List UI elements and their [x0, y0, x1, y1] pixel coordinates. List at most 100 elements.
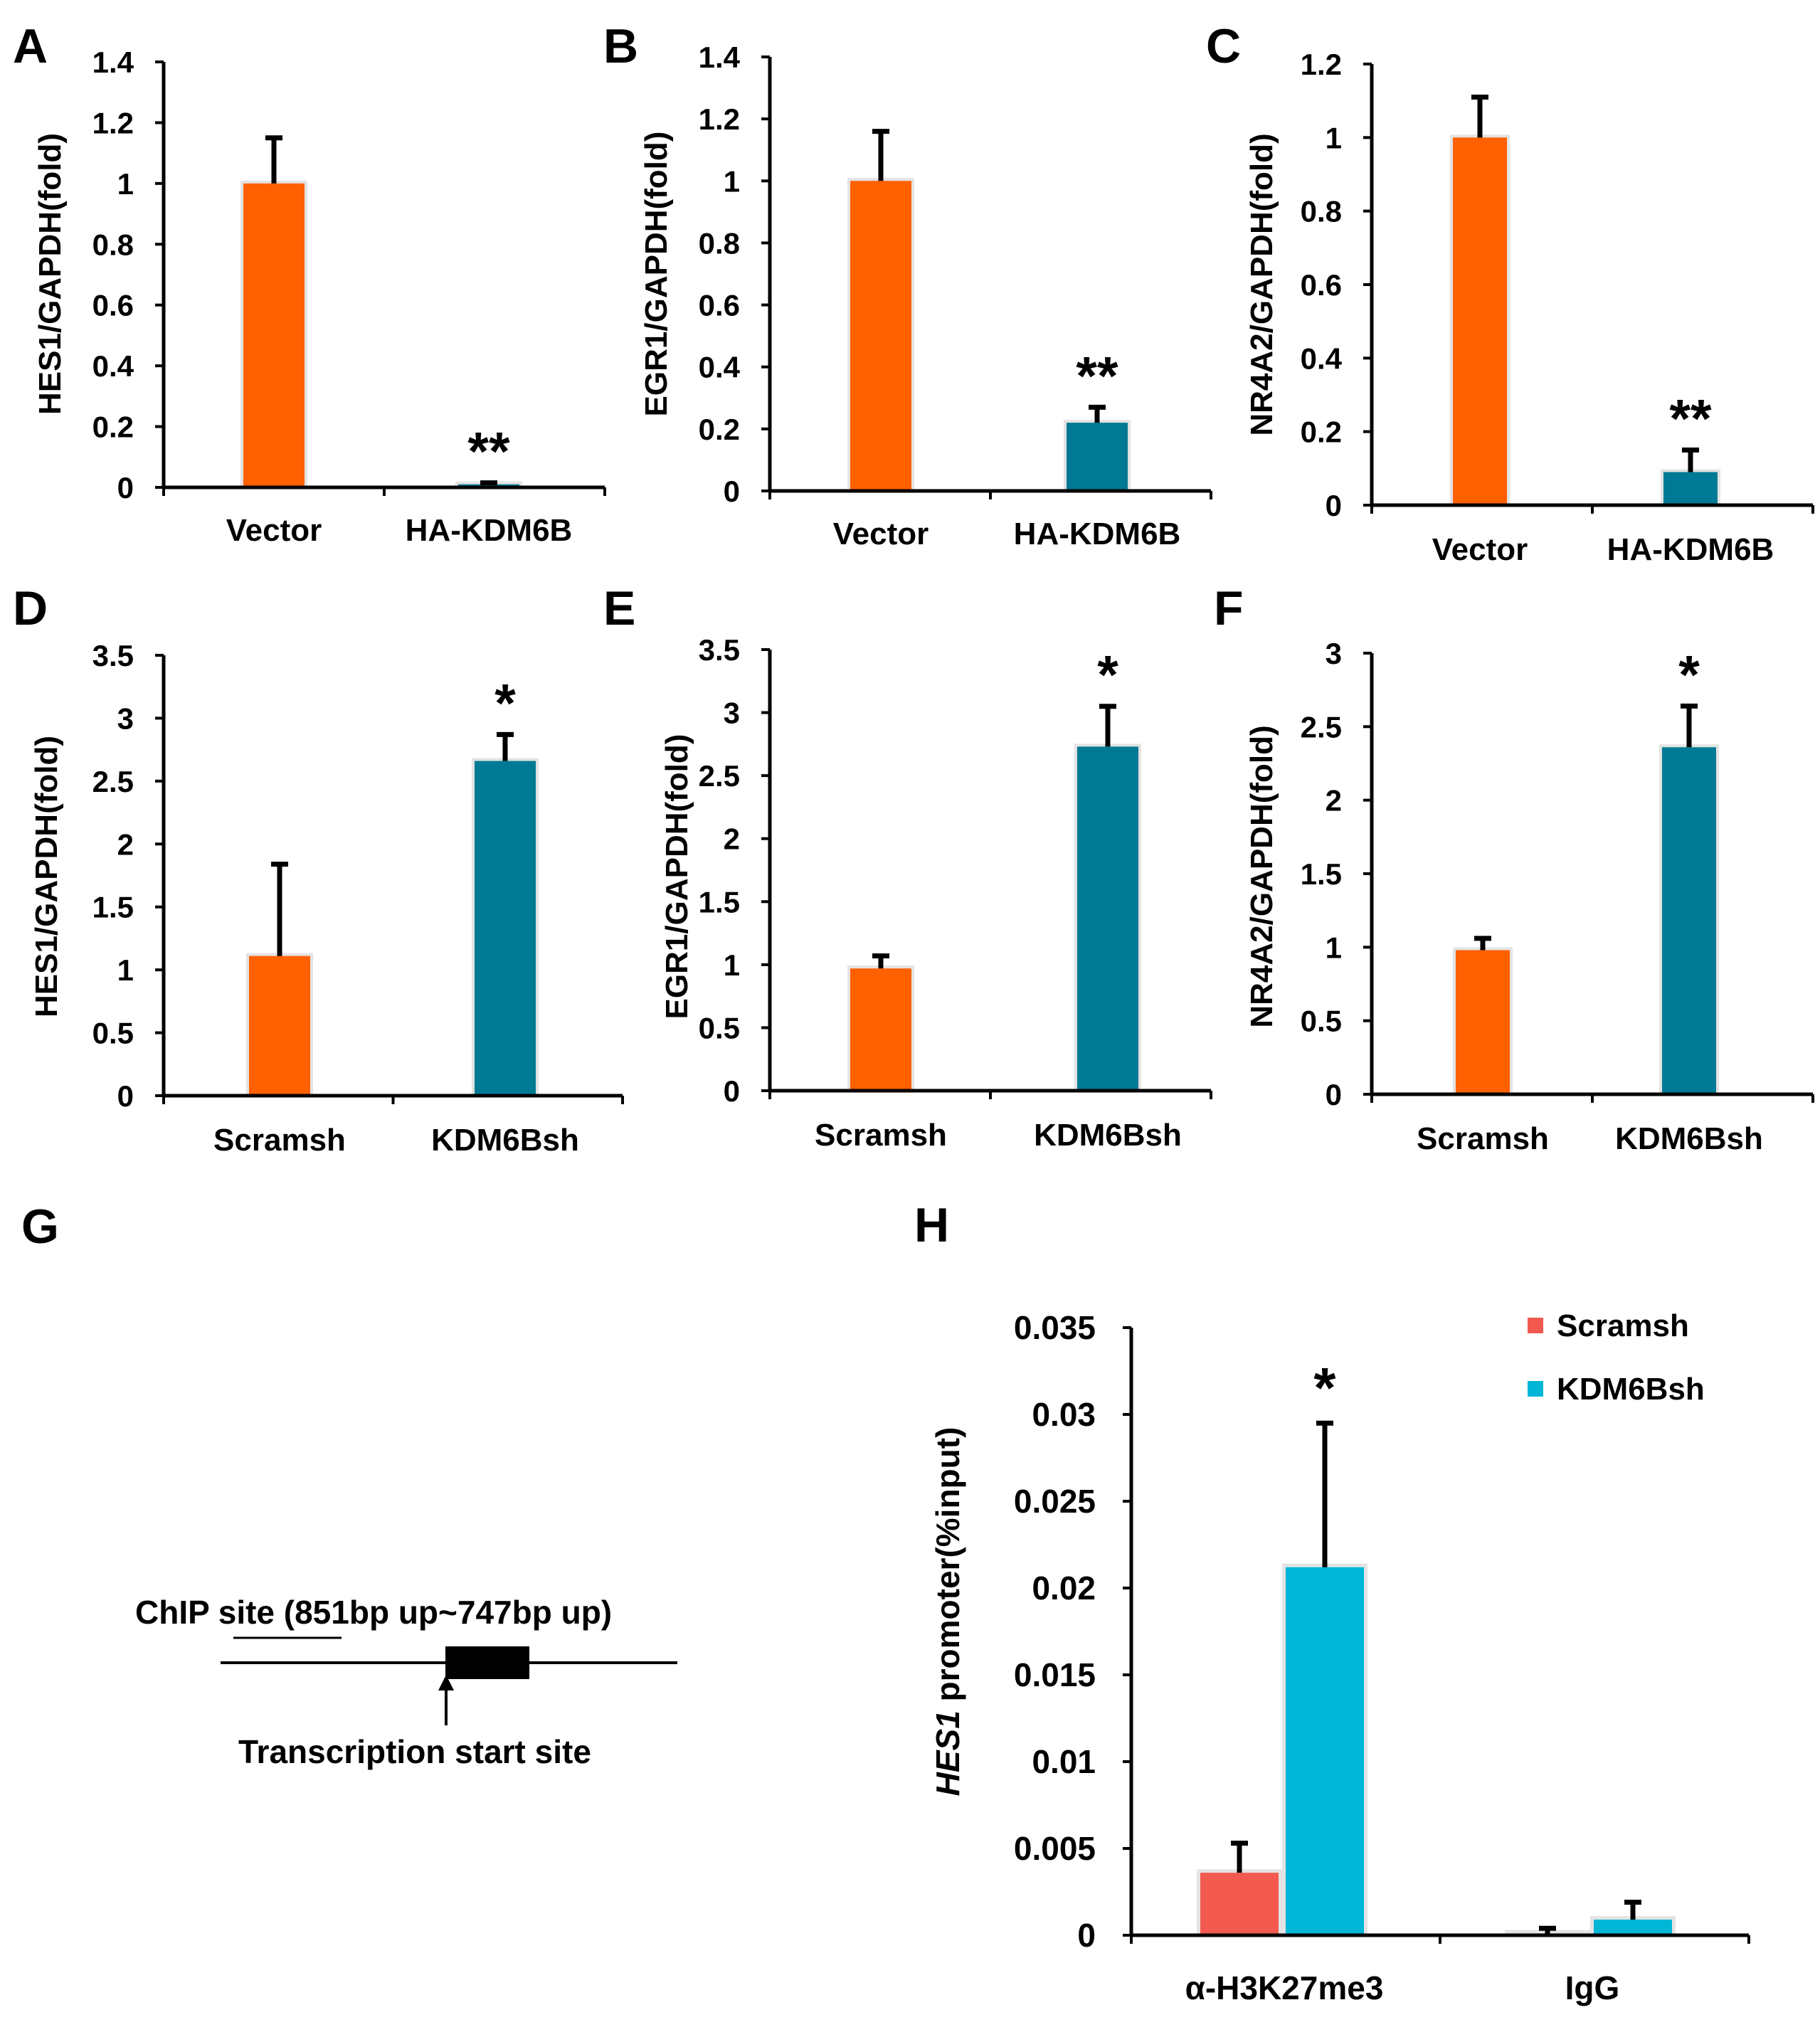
x-tick-label-f-1: Scramsh [1417, 1121, 1549, 1156]
plot-area-c: Vector ** HA-KDM6B 0 0.2 0.4 0.6 0.8 1 1.2 [1301, 48, 1814, 567]
y-tick-label-d-3: 1.5 [92, 891, 134, 924]
x-tick-label-a-1: Vector [226, 513, 322, 548]
y-tick-label-h-7: 0.035 [1014, 1309, 1096, 1346]
x-tick-label-f-2: KDM6Bsh [1615, 1121, 1763, 1156]
y-tick-label-f-5: 2.5 [1301, 710, 1342, 744]
y-tick-label-h-2: 0.01 [1032, 1743, 1096, 1780]
significance-b-2: ** [1076, 346, 1118, 406]
y-tick-label-e-7: 3.5 [699, 633, 740, 667]
y-tick-label-a-0: 0 [117, 471, 134, 504]
y-tick-label-h-6: 0.03 [1032, 1396, 1096, 1433]
x-tick-label-c-1: Vector [1432, 532, 1528, 567]
y-axis-label-a: HES1/GAPDH(fold) [33, 133, 68, 415]
y-tick-label-h-1: 0.005 [1014, 1830, 1096, 1867]
significance-a-2: ** [467, 422, 510, 482]
y-axis-label-b: EGR1/GAPDH(fold) [639, 132, 674, 417]
y-tick-label-h-5: 0.025 [1014, 1483, 1096, 1520]
y-tick-label-c-6: 1.2 [1301, 48, 1342, 81]
y-tick-label-c-3: 0.6 [1301, 268, 1342, 302]
y-axis-label-f: NR4A2/GAPDH(fold) [1244, 725, 1279, 1027]
y-tick-label-a-5: 1 [117, 167, 134, 201]
panel-a: A HES1/GAPDH(fold) Vector ** HA-KDM6B 0 0.2 0… [13, 19, 606, 548]
bar-h-scramsh-1 [1200, 1873, 1279, 1935]
y-tick-label-c-2: 0.4 [1301, 342, 1343, 375]
legend-swatch-kdm6bsh [1528, 1381, 1543, 1397]
bar-b-1 [850, 181, 911, 492]
chip-site-label: ChIP site (851bp up~747bp up) [135, 1594, 612, 1631]
plot-area-a: Vector ** HA-KDM6B 0 0.2 0.4 0.6 0.8 1 1.2 1.4 [92, 46, 606, 548]
bar-d-1 [249, 956, 310, 1096]
x-tick-label-e-1: Scramsh [815, 1118, 947, 1153]
y-tick-label-f-2: 1 [1326, 931, 1342, 964]
y-tick-label-f-1: 0.5 [1301, 1005, 1342, 1038]
bar-b-2 [1067, 423, 1128, 491]
panel-f: F NR4A2/GAPDH(fold) Scramsh * KDM6Bsh 0 0.5 1… [1214, 581, 1814, 1156]
panel-e: E EGR1/GAPDH(fold) Scramsh * KDM6Bsh 0 0.5 1 1… [603, 581, 1212, 1153]
y-axis-label-e: EGR1/GAPDH(fold) [660, 734, 694, 1020]
panel-letter-a: A [13, 19, 48, 73]
bar-e-2 [1077, 746, 1138, 1091]
tss-arrow-head [438, 1675, 454, 1690]
y-tick-label-a-4: 0.8 [92, 228, 134, 261]
y-tick-label-a-2: 0.4 [92, 349, 134, 383]
y-tick-label-d-2: 1 [117, 953, 134, 987]
plot-area-e: Scramsh * KDM6Bsh 0 0.5 1 1.5 2 2.5 3 3.5 [699, 633, 1212, 1153]
panel-h: H HES1 promoter(%input) * α-H3K27me3 IgG 0 0… [914, 1198, 1750, 2006]
legend: Scramsh KDM6Bsh [1528, 1308, 1705, 1407]
significance-e-2: * [1097, 645, 1118, 706]
y-tick-label-e-2: 1 [724, 948, 740, 982]
bar-f-2 [1662, 747, 1716, 1094]
panel-c: C NR4A2/GAPDH(fold) Vector ** HA-KDM6B 0 0.2… [1206, 19, 1814, 567]
x-tick-label-h-2: IgG [1565, 1969, 1620, 2006]
bar-c-2 [1663, 472, 1718, 505]
legend-swatch-scramsh [1528, 1318, 1543, 1333]
y-tick-label-c-0: 0 [1326, 489, 1342, 522]
y-tick-label-e-0: 0 [724, 1074, 740, 1108]
y-tick-label-a-7: 1.4 [92, 46, 134, 79]
bar-a-1 [243, 183, 305, 487]
y-tick-label-a-1: 0.2 [92, 411, 134, 444]
plot-area-f: Scramsh * KDM6Bsh 0 0.5 1 1.5 2 2.5 3 [1301, 637, 1814, 1156]
y-tick-label-b-2: 0.4 [699, 351, 741, 384]
panel-letter-b: B [603, 19, 638, 73]
panel-letter-h: H [914, 1198, 949, 1252]
y-axis-label-h-rest: promoter(%input) [929, 1427, 966, 1711]
y-tick-label-c-5: 1 [1326, 121, 1342, 154]
y-tick-label-f-0: 0 [1326, 1078, 1342, 1111]
panel-letter-c: C [1206, 19, 1241, 73]
y-tick-label-b-5: 1 [724, 164, 740, 198]
significance-f-2: * [1678, 645, 1700, 705]
bar-c-1 [1453, 137, 1507, 506]
bar-e-1 [850, 968, 911, 1091]
y-tick-label-b-1: 0.2 [699, 413, 740, 446]
y-tick-label-a-3: 0.6 [92, 289, 134, 322]
tss-label: Transcription start site [238, 1733, 591, 1770]
y-tick-label-e-3: 1.5 [699, 885, 740, 919]
panel-g: G ChIP site (851bp up~747bp up) Transcri… [21, 1200, 677, 1770]
y-tick-label-e-1: 0.5 [699, 1011, 740, 1044]
plot-area-d: Scramsh * KDM6Bsh 0 0.5 1 1.5 2 2.5 3 3.5 [92, 639, 624, 1158]
y-tick-label-h-4: 0.02 [1032, 1570, 1096, 1607]
legend-label-kdm6bsh: KDM6Bsh [1557, 1372, 1705, 1407]
bar-d-2 [475, 761, 536, 1096]
panel-letter-d: D [13, 581, 48, 635]
y-tick-label-b-3: 0.6 [699, 289, 740, 322]
y-tick-label-d-6: 3 [117, 702, 134, 735]
legend-label-scramsh: Scramsh [1557, 1308, 1689, 1343]
x-tick-label-b-2: HA-KDM6B [1014, 517, 1181, 551]
y-tick-label-f-6: 3 [1326, 637, 1342, 670]
y-tick-label-h-0: 0 [1077, 1917, 1096, 1954]
x-tick-label-b-1: Vector [833, 517, 929, 551]
panel-d: D HES1/GAPDH(fold) Scramsh * KDM6Bsh 0 0.5 1 1… [13, 581, 624, 1158]
bar-f-1 [1456, 950, 1510, 1094]
y-tick-label-e-4: 2 [724, 822, 740, 856]
y-axis-label-c: NR4A2/GAPDH(fold) [1244, 133, 1279, 435]
plot-area-b: Vector ** HA-KDM6B 0 0.2 0.4 0.6 0.8 1 1.2 1.4 [699, 41, 1212, 551]
y-axis-label-h: HES1 promoter(%input) [929, 1427, 966, 1796]
panel-letter-g: G [21, 1200, 59, 1254]
x-tick-label-a-2: HA-KDM6B [406, 513, 573, 548]
y-tick-label-e-5: 2.5 [699, 759, 740, 793]
significance-c-2: ** [1669, 389, 1712, 450]
exon-box [445, 1646, 529, 1679]
